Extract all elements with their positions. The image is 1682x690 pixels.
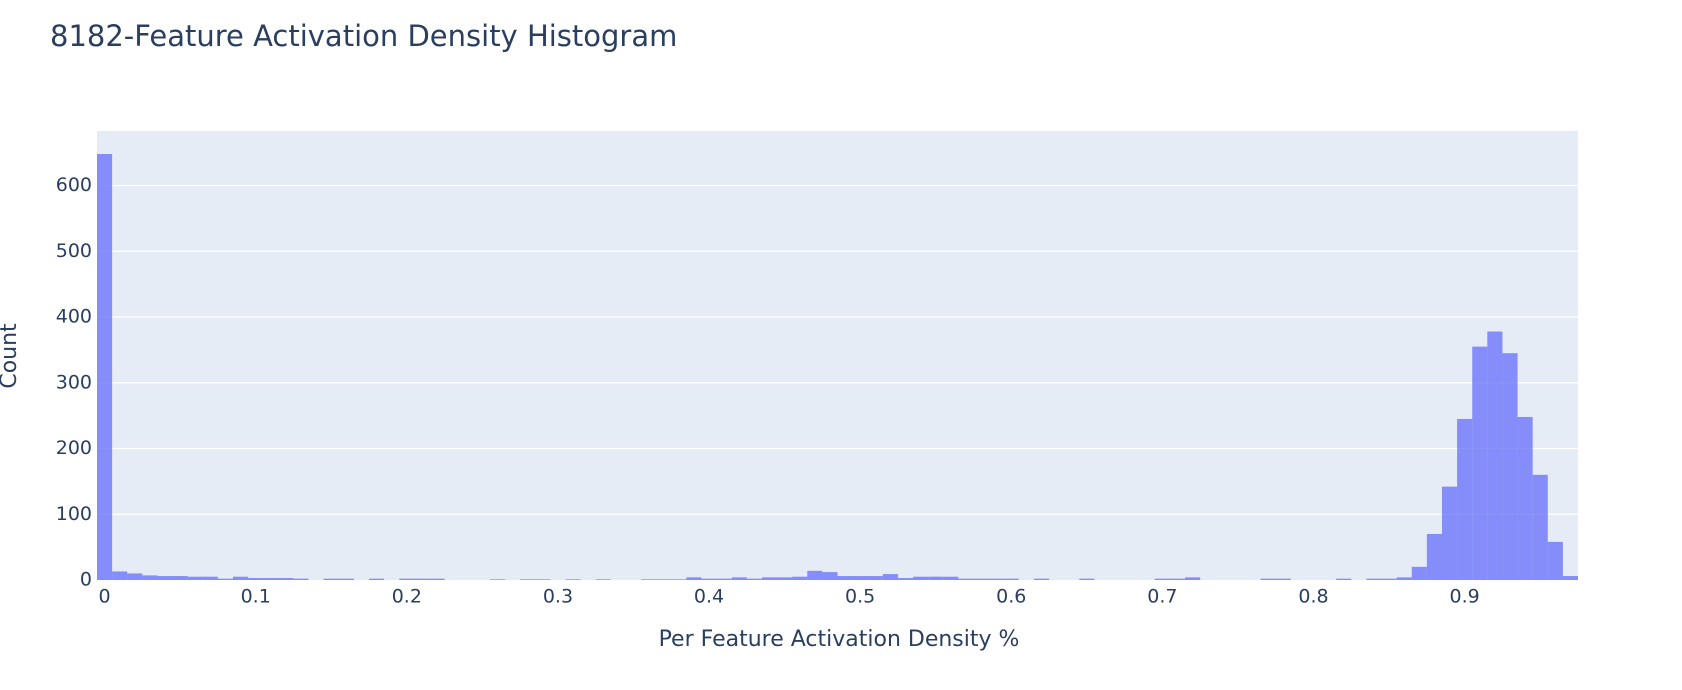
bar (686, 577, 702, 580)
bar (112, 571, 128, 580)
bar (1079, 578, 1095, 580)
bar (535, 579, 551, 580)
bar (1003, 578, 1019, 580)
bar (157, 576, 173, 580)
bar (701, 578, 717, 580)
x-tick-label: 0.6 (996, 586, 1026, 608)
bar (142, 575, 158, 580)
bar (233, 576, 249, 580)
x-tick-label: 0.8 (1298, 586, 1328, 608)
y-axis-label: Count (0, 323, 22, 389)
bar (1517, 416, 1533, 580)
bar (1169, 578, 1186, 580)
bar (1426, 533, 1442, 580)
bar (1336, 578, 1352, 580)
bar (127, 573, 143, 580)
bar (943, 576, 959, 580)
bar (1547, 541, 1563, 580)
bar (988, 578, 1004, 580)
bar (263, 578, 279, 580)
bar (1487, 331, 1503, 580)
bar (1396, 577, 1412, 580)
y-tick-label: 200 (56, 437, 92, 459)
x-tick-label: 0.4 (694, 586, 724, 608)
x-tick-label: 0 (99, 586, 111, 608)
bar (1185, 577, 1201, 580)
bar (565, 579, 581, 580)
bar (837, 576, 853, 580)
y-tick-label: 0 (80, 569, 92, 591)
y-tick-label: 600 (56, 174, 92, 196)
bar (822, 572, 838, 580)
y-tick-label: 300 (56, 371, 92, 393)
bar (369, 578, 385, 580)
bar (792, 576, 808, 580)
bar (399, 578, 415, 580)
bar (761, 577, 778, 580)
bar (338, 578, 354, 580)
bar (1472, 346, 1488, 580)
bar (1033, 578, 1050, 580)
bar (489, 579, 506, 580)
plot-area (97, 131, 1578, 580)
x-tick-label: 0.3 (543, 586, 573, 608)
bar (278, 578, 294, 580)
bar (1532, 474, 1548, 580)
x-tick-label: 0.5 (845, 586, 875, 608)
bar (323, 578, 339, 580)
bar (1275, 578, 1291, 580)
bar (807, 570, 823, 580)
bar (1411, 566, 1427, 580)
bar (671, 579, 687, 580)
bar (958, 578, 974, 580)
bar (641, 579, 657, 580)
bar (1260, 578, 1276, 580)
bar (731, 577, 747, 580)
bar (520, 579, 536, 580)
bar (248, 578, 264, 580)
bar (852, 576, 868, 580)
bar (429, 578, 445, 580)
bar (293, 578, 309, 580)
bar (928, 576, 944, 580)
bar (595, 579, 611, 580)
bar (217, 578, 234, 580)
bar (187, 576, 203, 580)
x-tick-label: 0.9 (1450, 586, 1480, 608)
bar (882, 574, 898, 580)
bar (656, 579, 672, 580)
bar (897, 578, 914, 580)
bar (746, 578, 762, 580)
bar (973, 578, 989, 580)
bar (1381, 578, 1397, 580)
bar (913, 576, 929, 580)
x-tick-label: 0.1 (241, 586, 271, 608)
bar (1457, 418, 1473, 580)
x-tick-label: 0.7 (1147, 586, 1177, 608)
bar (1441, 486, 1458, 580)
chart-title: 8182-Feature Activation Density Histogra… (50, 19, 677, 53)
bar (867, 576, 883, 580)
bar (1562, 576, 1578, 580)
bar (172, 576, 188, 580)
y-tick-label: 500 (56, 240, 92, 262)
bar (716, 578, 732, 580)
bar (414, 578, 430, 580)
x-axis-label: Per Feature Activation Density % (659, 627, 1020, 652)
x-tick-label: 0.2 (392, 586, 422, 608)
bar (1154, 578, 1170, 580)
y-tick-label: 100 (56, 503, 92, 525)
y-tick-label: 400 (56, 306, 92, 328)
bar (777, 577, 793, 580)
bar (202, 576, 218, 580)
bar (97, 154, 113, 580)
bar (1502, 353, 1518, 580)
bar (1366, 578, 1382, 580)
